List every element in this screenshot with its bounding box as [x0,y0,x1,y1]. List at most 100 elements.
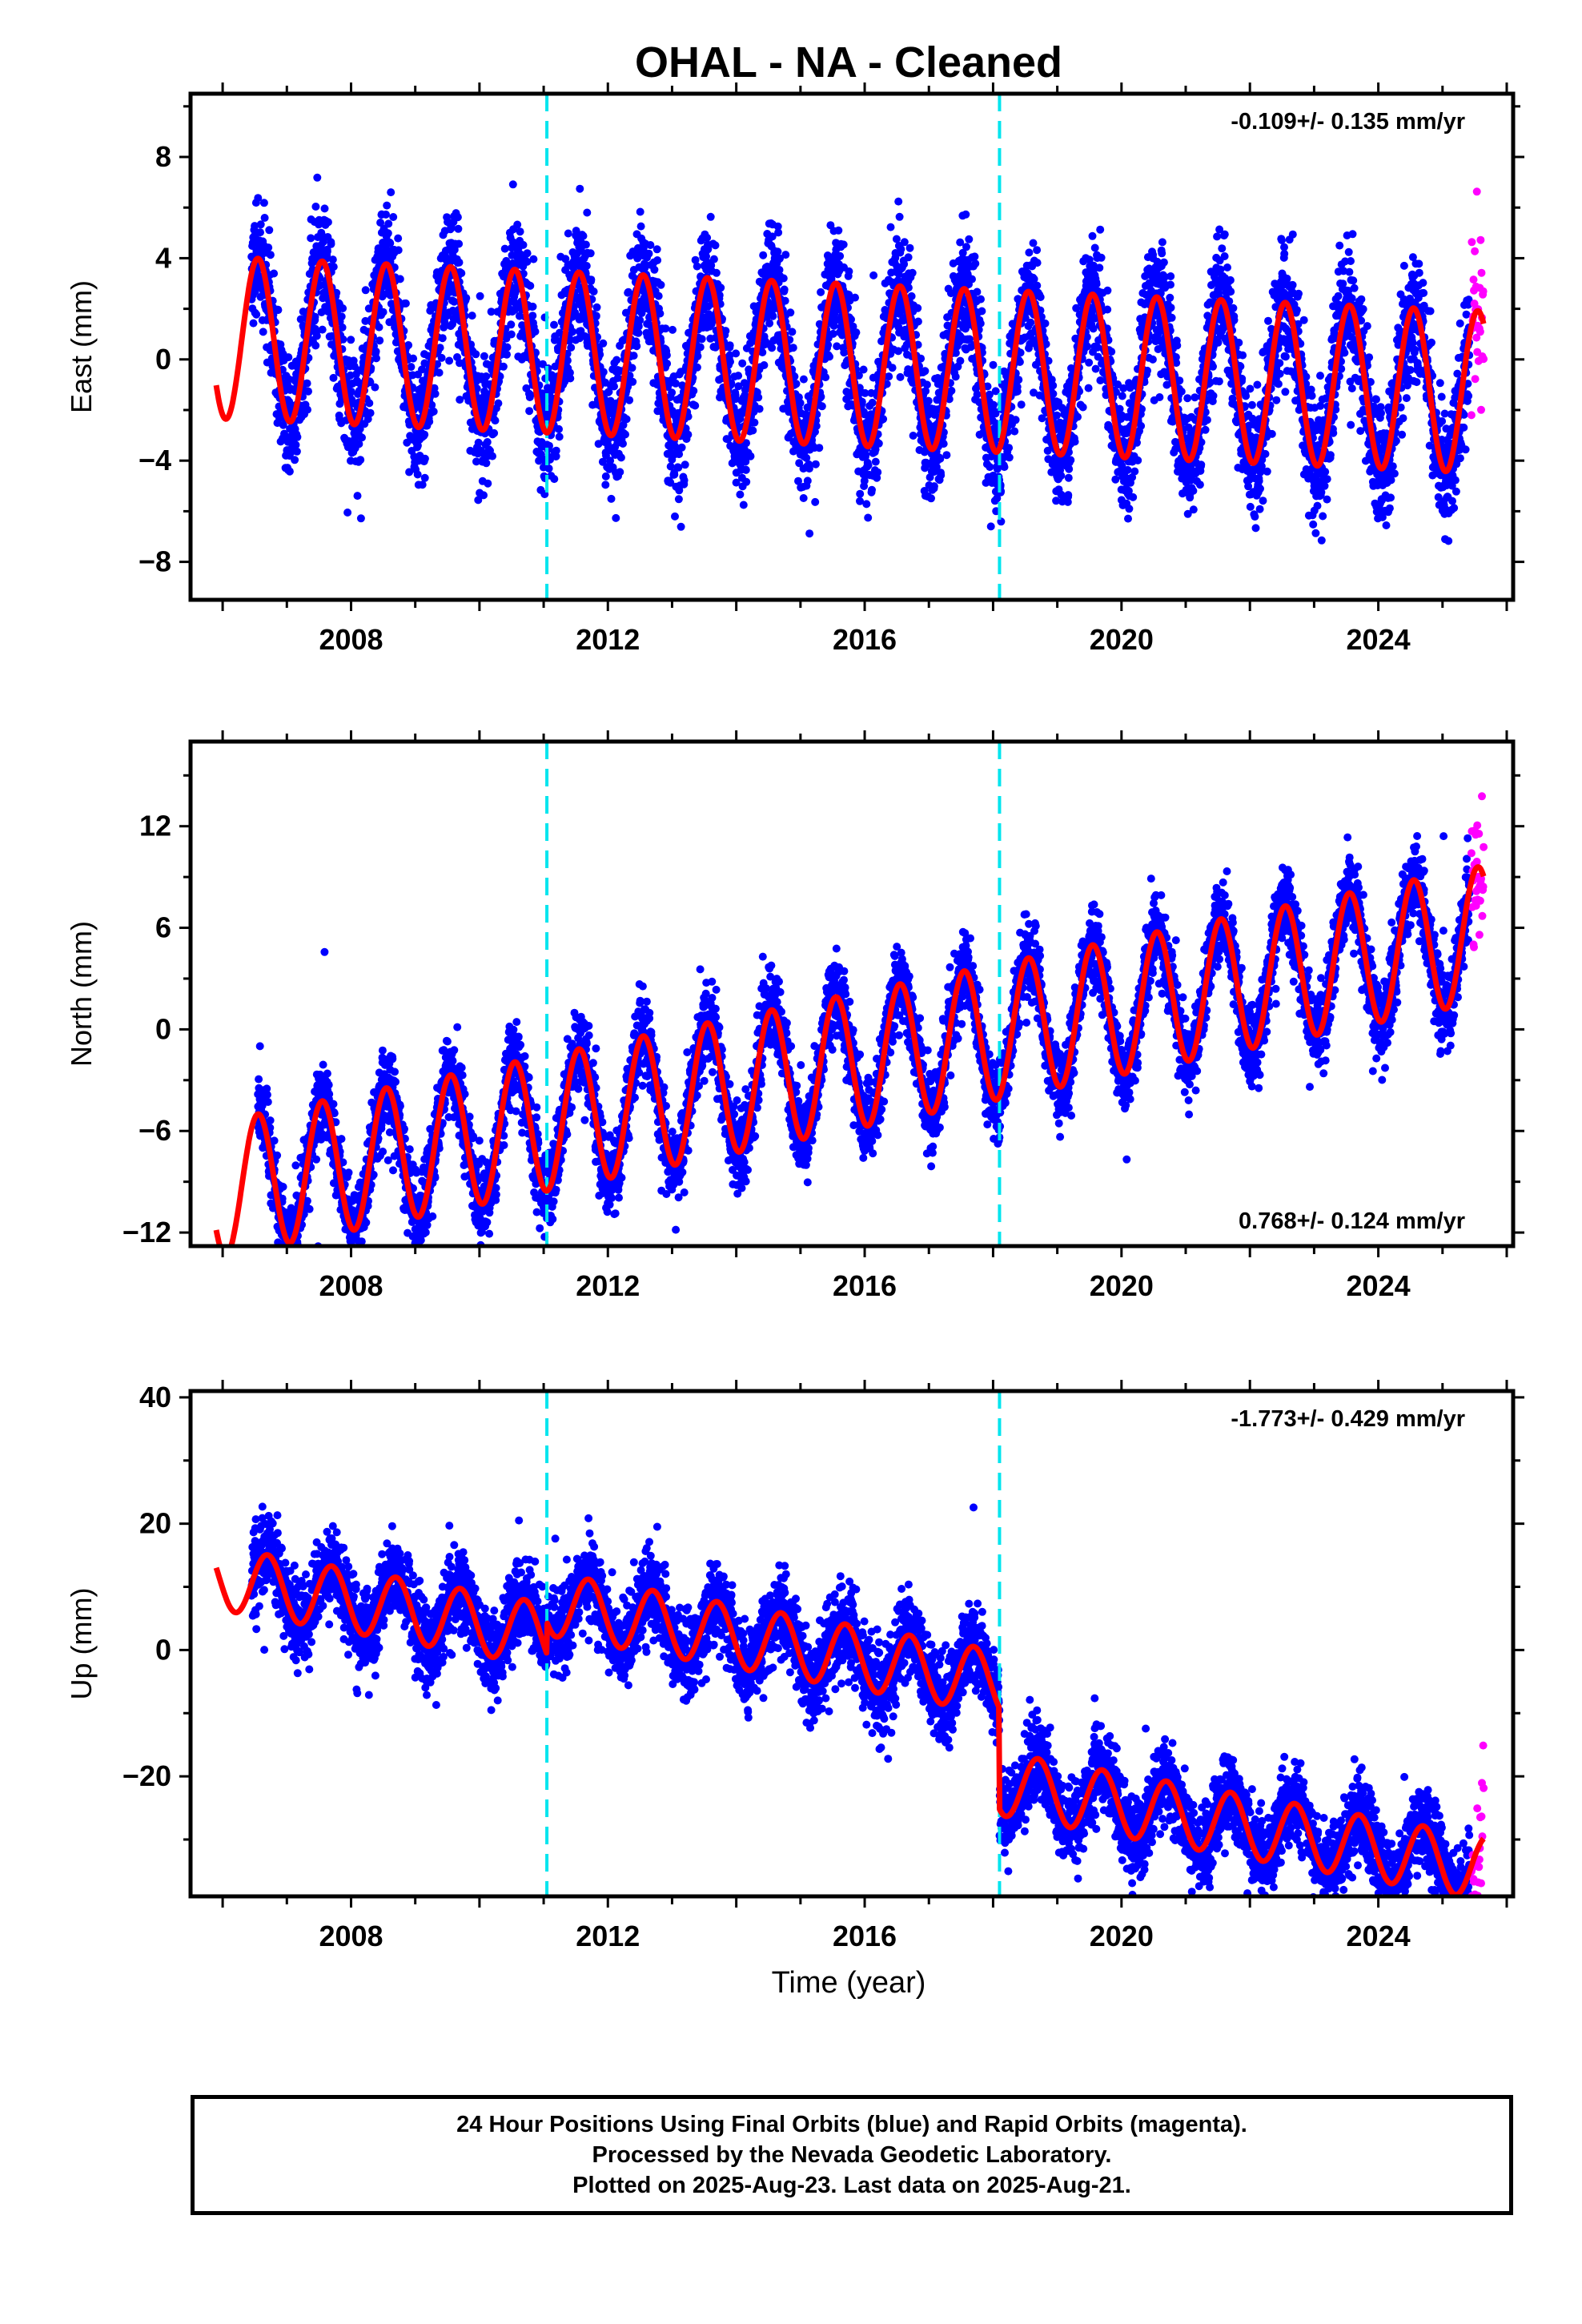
east-final-orbit-point [644,249,653,258]
east-final-orbit-point [531,328,540,336]
east-final-orbit-point [1053,411,1061,420]
east-final-orbit-point [525,407,534,416]
east-final-orbit-point [1033,259,1042,267]
east-final-orbit-point [900,259,909,268]
east-final-orbit-point [942,451,951,460]
east-final-orbit-point [779,274,788,283]
east-final-orbit-point [956,356,965,365]
east-final-orbit-point [572,227,580,235]
east-final-orbit-point [921,367,930,376]
east-final-orbit-point [1066,456,1075,464]
east-final-orbit-point [260,214,269,222]
east-final-orbit-point [476,292,484,300]
east-final-orbit-point [579,231,588,240]
east-final-orbit-point [318,325,327,334]
east-final-orbit-point [913,317,922,326]
east-final-orbit-point [885,372,893,381]
east-final-orbit-point [440,318,449,327]
east-final-orbit-point [455,258,464,267]
east-final-orbit-point [1026,318,1035,327]
east-final-orbit-point [507,330,516,339]
east-final-orbit-point [774,228,783,237]
east-final-orbit-point [265,226,274,235]
east-final-orbit-point [629,352,638,360]
east-final-orbit-point [868,485,876,494]
east-final-orbit-point [703,233,712,242]
east-final-orbit-point [765,319,774,328]
east-final-orbit-point [480,491,488,500]
east-final-orbit-point [303,405,311,414]
east-final-orbit-point [420,454,429,463]
east-final-orbit-point [616,468,624,476]
east-final-orbit-point [622,415,631,424]
east-final-orbit-point [472,457,480,466]
east-final-orbit-point [1166,304,1175,312]
east-final-orbit-point [550,320,558,329]
east-final-orbit-point [1049,389,1058,398]
east-final-orbit-point [491,416,500,425]
east-final-orbit-point [741,465,750,474]
east-final-orbit-point [930,482,938,491]
east-final-orbit-point [564,229,572,238]
east-final-orbit-point [583,208,592,217]
east-final-orbit-point [628,377,637,386]
east-final-orbit-point [550,475,559,484]
east-final-orbit-point [437,353,446,362]
east-final-orbit-point [821,373,830,382]
east-final-orbit-point [859,365,868,374]
east-final-orbit-point [1092,279,1101,288]
east-final-orbit-point [788,328,797,336]
east-final-orbit-point [292,447,301,456]
east-final-orbit-point [636,207,644,216]
east-final-orbit-point [1095,263,1104,272]
east-final-orbit-point [1057,472,1066,480]
east-final-orbit-point [589,287,598,296]
east-final-orbit-point [313,173,322,182]
east-final-orbit-point [1084,384,1093,392]
east-final-orbit-point [1137,421,1146,430]
east-final-orbit-point [900,238,909,247]
east-final-orbit-point [544,464,553,472]
east-final-orbit-point [711,241,720,250]
east-final-orbit-point [973,287,982,296]
east-final-orbit-point [1166,293,1174,302]
east-final-orbit-point [394,246,403,255]
east-final-orbit-point [888,364,897,372]
east-final-orbit-point [365,399,374,408]
east-final-orbit-point [811,460,820,468]
east-final-orbit-point [565,368,574,377]
east-final-orbit-point [343,509,352,517]
east-final-orbit-point [803,476,812,485]
east-final-orbit-point [347,336,355,344]
east-final-orbit-point [662,351,671,360]
east-final-orbit-point [656,309,665,318]
east-final-orbit-point [661,324,670,333]
east-final-orbit-point [555,432,564,441]
east-final-orbit-point [592,303,601,312]
east-final-orbit-point [610,382,618,391]
east-final-orbit-point [371,383,379,392]
east-final-orbit-point [736,490,745,499]
east-final-orbit-point [1049,381,1058,390]
east-final-orbit-point [717,283,725,292]
east-final-orbit-point [482,372,491,380]
east-final-orbit-point [376,219,385,227]
east-final-orbit-point [1166,272,1175,280]
east-final-orbit-point [869,271,878,279]
east-final-orbit-point [1166,280,1174,289]
east-final-orbit-point [571,308,580,317]
east-final-orbit-point [270,269,279,278]
east-final-orbit-point [650,265,659,274]
east-final-orbit-point [759,251,768,259]
east-final-orbit-point [968,275,976,283]
east-final-orbit-point [565,335,574,344]
east-final-orbit-point [965,235,974,243]
east-final-orbit-point [567,344,576,352]
east-final-orbit-point [528,312,537,320]
east-final-orbit-point [1134,456,1142,464]
east-final-orbit-point [539,360,547,368]
east-final-orbit-point [636,222,645,231]
east-final-orbit-point [668,388,677,397]
